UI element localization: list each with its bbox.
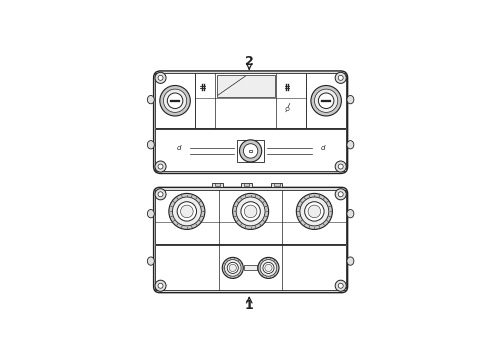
- Circle shape: [310, 86, 341, 116]
- Circle shape: [296, 193, 332, 229]
- Circle shape: [180, 205, 193, 218]
- Text: d: d: [176, 145, 181, 151]
- Bar: [241, 183, 251, 187]
- Circle shape: [241, 202, 260, 221]
- Bar: [155, 245, 346, 291]
- Ellipse shape: [346, 257, 353, 265]
- Circle shape: [304, 202, 324, 221]
- Circle shape: [260, 260, 276, 276]
- Circle shape: [334, 161, 346, 172]
- Ellipse shape: [346, 141, 353, 149]
- Circle shape: [155, 72, 166, 84]
- Text: 2: 2: [244, 55, 253, 68]
- Circle shape: [338, 192, 343, 197]
- Ellipse shape: [147, 95, 154, 104]
- Circle shape: [307, 205, 320, 218]
- Circle shape: [163, 89, 186, 112]
- Ellipse shape: [147, 210, 154, 218]
- Circle shape: [257, 257, 279, 278]
- Circle shape: [264, 264, 271, 271]
- Circle shape: [155, 280, 166, 291]
- Circle shape: [338, 164, 343, 169]
- Circle shape: [227, 262, 238, 274]
- Bar: [244, 265, 256, 270]
- Circle shape: [243, 144, 257, 158]
- Bar: [249, 149, 251, 152]
- Ellipse shape: [346, 95, 353, 104]
- Text: 1: 1: [244, 299, 253, 312]
- Ellipse shape: [346, 210, 353, 218]
- Circle shape: [263, 262, 273, 274]
- Ellipse shape: [147, 141, 154, 149]
- Bar: [155, 73, 195, 129]
- Bar: [216, 75, 274, 96]
- Circle shape: [334, 189, 346, 200]
- Ellipse shape: [147, 257, 154, 265]
- Circle shape: [158, 164, 163, 169]
- Circle shape: [334, 280, 346, 291]
- Bar: [236, 140, 264, 162]
- Circle shape: [338, 75, 343, 80]
- Circle shape: [314, 89, 337, 112]
- Bar: [211, 183, 223, 187]
- FancyBboxPatch shape: [153, 71, 347, 174]
- Circle shape: [155, 189, 166, 200]
- Circle shape: [224, 260, 241, 276]
- Text: d: d: [320, 145, 324, 151]
- Circle shape: [160, 86, 190, 116]
- Circle shape: [167, 93, 183, 108]
- Circle shape: [158, 283, 163, 288]
- Bar: [155, 130, 346, 171]
- Bar: [195, 73, 305, 129]
- Circle shape: [177, 202, 196, 221]
- Bar: [274, 183, 279, 186]
- Bar: [305, 73, 346, 129]
- Circle shape: [232, 193, 268, 229]
- Bar: [321, 100, 330, 102]
- Circle shape: [229, 264, 236, 271]
- Circle shape: [172, 197, 201, 226]
- Circle shape: [222, 257, 243, 278]
- Circle shape: [236, 197, 264, 226]
- Bar: [170, 100, 180, 102]
- Circle shape: [299, 197, 328, 226]
- Circle shape: [318, 93, 333, 108]
- Circle shape: [285, 107, 288, 111]
- Bar: [243, 183, 249, 186]
- Bar: [155, 190, 346, 244]
- Circle shape: [158, 192, 163, 197]
- Circle shape: [155, 161, 166, 172]
- Circle shape: [239, 140, 261, 162]
- Circle shape: [334, 72, 346, 84]
- Bar: [214, 183, 220, 186]
- FancyBboxPatch shape: [153, 187, 347, 293]
- Circle shape: [158, 75, 163, 80]
- Circle shape: [244, 205, 256, 218]
- Bar: [271, 183, 282, 187]
- Circle shape: [168, 193, 204, 229]
- Circle shape: [338, 283, 343, 288]
